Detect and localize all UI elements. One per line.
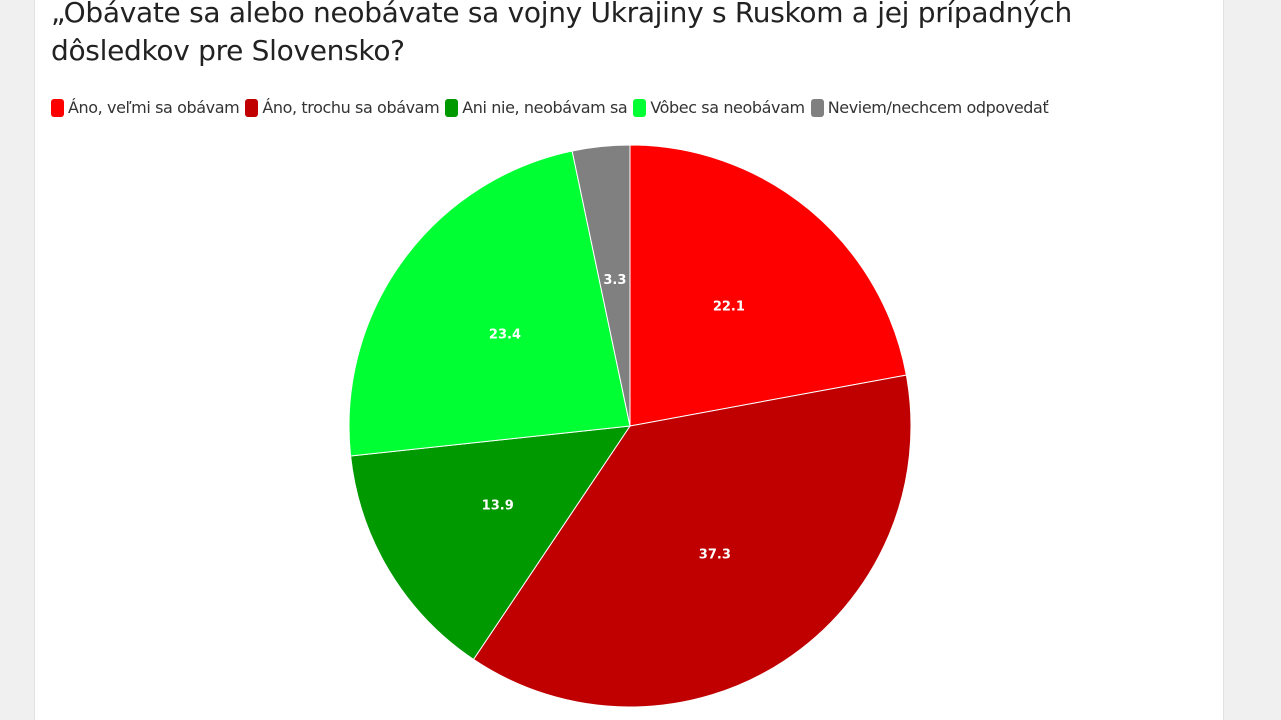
legend-item-not-worried-at-all[interactable]: Vôbec sa neobávam (633, 98, 805, 117)
legend-swatch (445, 98, 459, 117)
legend-label: Áno, veľmi sa obávam (68, 98, 240, 117)
legend-label: Neviem/nechcem odpovedať (827, 98, 1049, 117)
pie-slice-ano-trochu-sa-obavam[interactable] (472, 374, 912, 708)
legend-label: Áno, trochu sa obávam (262, 98, 440, 117)
legend-swatch (245, 98, 259, 117)
chart-title: „Obávate sa alebo neobávate sa vojny Ukr… (51, 0, 1072, 67)
chart-card: „Obávate sa alebo neobávate sa vojny Ukr… (34, 0, 1224, 720)
legend-item-not-really-worried[interactable]: Ani nie, neobávam sa (445, 98, 628, 117)
legend-swatch (633, 98, 647, 117)
legend-item-somewhat-worried[interactable]: Áno, trochu sa obávam (245, 98, 440, 117)
pie-chart: 22.1 37.3 13.9 23.4 3.3 (348, 144, 912, 708)
legend-swatch (51, 98, 64, 117)
pie-slice-ani-nie-neobavam-sa[interactable] (350, 425, 632, 661)
chart-legend: Áno, veľmi sa obávam Áno, trochu sa obáv… (51, 98, 1054, 117)
pie-slice-ano-velmi-sa-obavam[interactable] (629, 144, 907, 427)
legend-item-very-worried[interactable]: Áno, veľmi sa obávam (51, 98, 240, 117)
legend-swatch (810, 98, 824, 117)
pie-slice-neviem-nechcem-odpovedat[interactable] (571, 144, 631, 427)
data-label-ano-trochu-sa-obavam: 37.3 (699, 548, 731, 563)
legend-label: Ani nie, neobávam sa (462, 98, 628, 117)
legend-item-dont-know[interactable]: Neviem/nechcem odpovedať (810, 98, 1049, 117)
data-label-neviem-nechcem-odpovedat: 3.3 (603, 273, 626, 288)
legend-label: Vôbec sa neobávam (650, 98, 805, 117)
pie-slice-vobec-sa-neobavam[interactable] (348, 150, 631, 457)
data-label-vobec-sa-neobavam: 23.4 (489, 328, 521, 343)
data-label-ano-velmi-sa-obavam: 22.1 (713, 300, 745, 315)
data-label-ani-nie-neobavam-sa: 13.9 (482, 498, 514, 513)
